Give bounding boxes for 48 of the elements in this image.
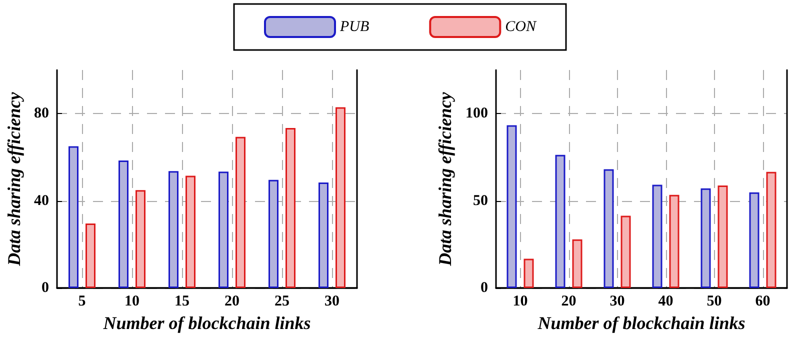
- legend-label: CON: [505, 19, 537, 35]
- x-tick-label: 10: [512, 294, 528, 310]
- x-tick-label: 20: [561, 294, 576, 310]
- x-tick-label: 10: [124, 294, 140, 310]
- bar: [555, 154, 566, 288]
- x-tick-label: 60: [755, 294, 770, 310]
- bar: [700, 188, 711, 288]
- x-axis-title: Number of blockchain links: [102, 312, 311, 333]
- x-tick-label: 20: [224, 294, 240, 310]
- bar: [336, 107, 346, 288]
- x-tick-label: 40: [658, 294, 674, 310]
- bar: [136, 190, 146, 288]
- bar: [506, 125, 517, 288]
- bar: [604, 169, 614, 288]
- y-tick-label: 0: [42, 280, 49, 296]
- bar: [86, 223, 96, 288]
- x-tick-label: 5: [78, 294, 86, 310]
- bar: [652, 184, 662, 288]
- bar: [168, 171, 178, 288]
- bar: [572, 239, 582, 288]
- y-tick-label: 50: [473, 192, 488, 209]
- bar: [718, 185, 728, 288]
- bar: [186, 176, 196, 288]
- y-tick-label: 40: [34, 192, 49, 209]
- legend-label: PUB: [339, 19, 370, 35]
- y-axis-title: Data sharing efficiency: [4, 91, 24, 267]
- x-tick-label: 30: [610, 294, 625, 310]
- x-tick-label: 30: [324, 294, 340, 310]
- bar: [749, 192, 760, 288]
- bar: [286, 128, 296, 288]
- x-axis-title: Number of blockchain links: [536, 312, 746, 333]
- bar: [236, 136, 246, 288]
- x-tick-label: 25: [274, 294, 290, 310]
- bar: [669, 194, 680, 288]
- bar: [68, 146, 78, 288]
- bar: [118, 160, 128, 288]
- bar: [318, 182, 328, 288]
- y-tick-label: 0: [480, 280, 488, 296]
- x-tick-label: 15: [174, 294, 190, 310]
- bar: [524, 258, 534, 288]
- y-tick-label: 100: [466, 106, 488, 122]
- bar: [268, 180, 278, 288]
- bar: [620, 216, 631, 288]
- x-tick-label: 50: [706, 294, 722, 310]
- bar: [766, 172, 776, 288]
- y-tick-label: 80: [34, 106, 49, 122]
- y-axis-title: Data sharing efficiency: [435, 91, 455, 267]
- bar: [218, 172, 228, 288]
